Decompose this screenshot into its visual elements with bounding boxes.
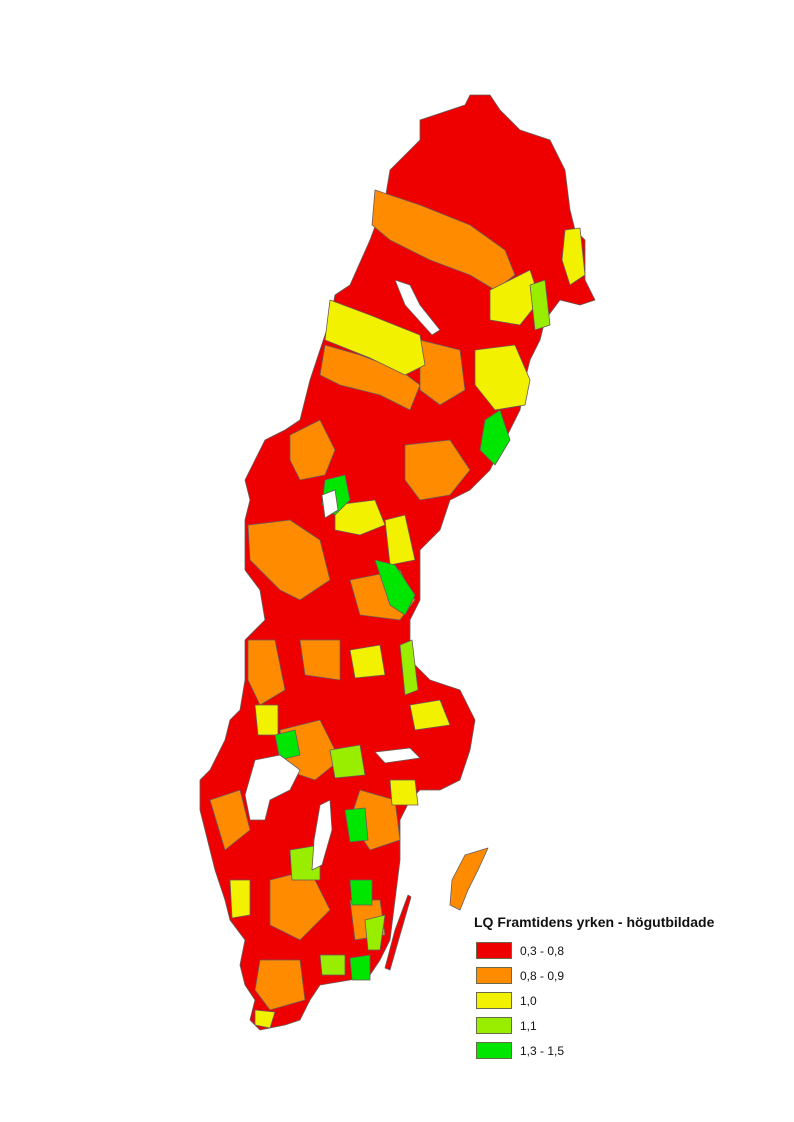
region-orange xyxy=(254,959,306,1011)
region-orange xyxy=(404,439,471,501)
region-yellow xyxy=(561,227,586,286)
legend-swatch xyxy=(476,992,512,1009)
region-yellow xyxy=(254,704,279,736)
region-yellow xyxy=(474,344,531,411)
legend-item: 0,3 - 0,8 xyxy=(476,938,714,963)
region-light-green xyxy=(364,914,386,951)
region-light-green xyxy=(319,954,346,976)
region-orange xyxy=(299,639,341,681)
legend-label: 1,1 xyxy=(520,1018,537,1033)
region-orange xyxy=(247,639,286,706)
region-yellow xyxy=(389,779,419,806)
legend-item: 1,1 xyxy=(476,1013,714,1038)
region-orange xyxy=(289,419,336,481)
region-green xyxy=(349,879,373,906)
legend-label: 1,0 xyxy=(520,993,537,1008)
island-gotland xyxy=(449,847,489,911)
region-light-green xyxy=(329,744,366,779)
legend-item: 1,0 xyxy=(476,988,714,1013)
legend-swatch xyxy=(476,1042,512,1059)
legend-label: 1,3 - 1,5 xyxy=(520,1043,565,1058)
region-green xyxy=(344,807,369,843)
legend-swatch xyxy=(476,1017,512,1034)
region-green xyxy=(349,954,371,981)
region-yellow xyxy=(489,269,541,326)
region-yellow xyxy=(324,299,426,376)
region-orange xyxy=(209,789,251,851)
legend-swatch xyxy=(476,967,512,984)
legend-item: 0,8 - 0,9 xyxy=(476,963,714,988)
legend-label: 0,3 - 0,8 xyxy=(520,943,565,958)
region-light-green xyxy=(289,844,321,881)
region-yellow xyxy=(409,699,451,731)
lake-storsjon xyxy=(321,489,339,519)
region-yellow xyxy=(349,644,386,679)
region-green xyxy=(374,559,416,616)
region-yellow xyxy=(384,514,416,566)
region-yellow xyxy=(254,1009,276,1029)
region-yellow xyxy=(334,499,386,536)
island-oland xyxy=(384,894,412,971)
region-orange xyxy=(247,519,331,601)
legend-item: 1,3 - 1,5 xyxy=(476,1038,714,1063)
region-light-green xyxy=(529,279,551,331)
region-green xyxy=(479,409,511,466)
legend-swatch xyxy=(476,942,512,959)
lake-malaren xyxy=(374,747,421,764)
region-yellow xyxy=(229,879,251,919)
region-light-green xyxy=(399,639,419,696)
map-legend: LQ Framtidens yrken - högutbildade 0,3 -… xyxy=(474,914,715,1063)
region-orange xyxy=(419,339,466,406)
legend-label: 0,8 - 0,9 xyxy=(520,968,565,983)
lake-vanern xyxy=(244,754,301,821)
lake-northern xyxy=(394,279,441,336)
legend-title: LQ Framtidens yrken - högutbildade xyxy=(474,914,715,930)
lake-vattern xyxy=(311,799,333,871)
region-green xyxy=(274,729,301,761)
